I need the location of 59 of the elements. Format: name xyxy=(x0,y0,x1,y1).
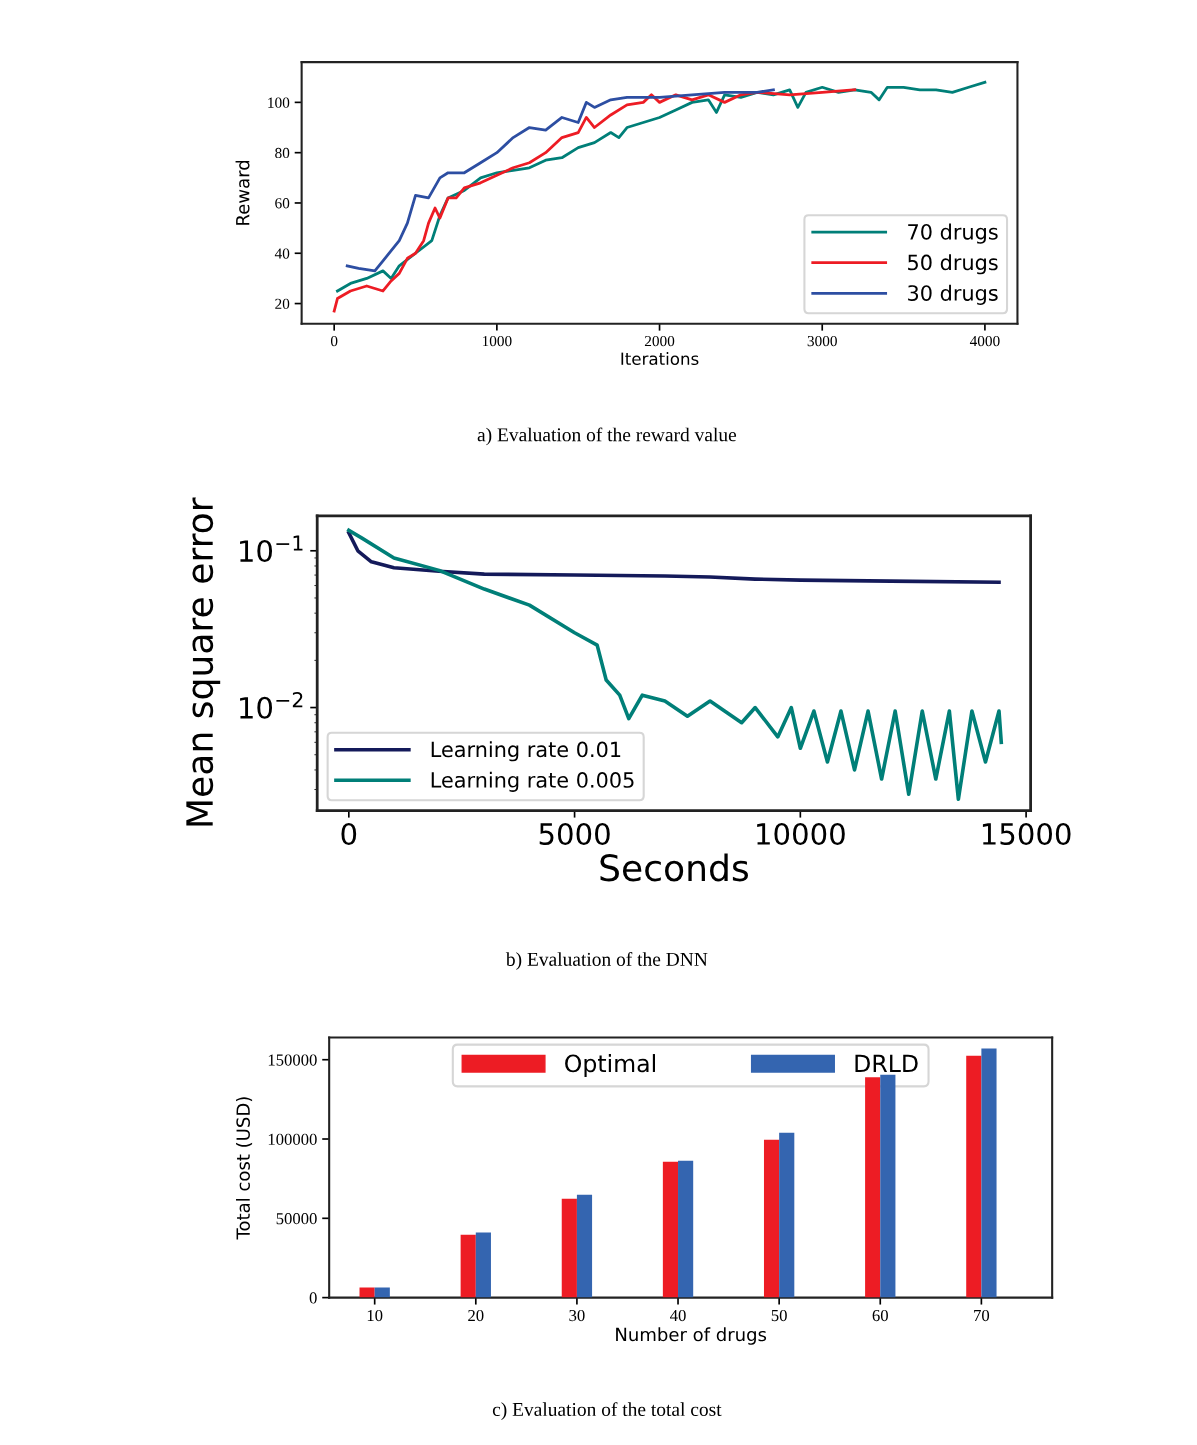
y-tick-label: 40 xyxy=(274,248,290,259)
bar xyxy=(880,1074,896,1298)
x-tick-label: 10 xyxy=(367,1309,383,1322)
y-tick-label: 20 xyxy=(275,298,290,310)
text: a) Evaluation of the reward value xyxy=(477,427,737,446)
legend-label: Learning rate 0.01 xyxy=(431,741,621,762)
x-axis-title: Seconds xyxy=(600,853,748,882)
bar xyxy=(460,1234,476,1298)
y-tick-label: 150000 xyxy=(268,1054,317,1066)
x-tick-label: 30 xyxy=(569,1309,585,1322)
y-tick-label: 100 xyxy=(268,97,290,108)
legend-label: DRLD xyxy=(855,1054,918,1072)
legend-label: Learning rate 0.005 xyxy=(431,771,634,792)
x-tick-label: 4000 xyxy=(969,335,1000,347)
line-series xyxy=(347,528,1004,802)
x-tick-label: 3000 xyxy=(807,335,837,347)
y-tick-label: 10$^{−1}$ xyxy=(240,535,303,563)
bar xyxy=(763,1139,780,1298)
x-axis-title: Iterations xyxy=(621,352,699,366)
x-tick-label: 0 xyxy=(330,335,338,347)
legend-label: Optimal xyxy=(565,1054,655,1077)
bar xyxy=(475,1232,491,1298)
x-tick-label: 20 xyxy=(468,1309,484,1322)
line-series xyxy=(332,88,857,313)
x-axis-title: Number of drugs xyxy=(616,1327,767,1345)
y-axis-title: Mean square error xyxy=(186,497,221,826)
bar xyxy=(779,1132,795,1298)
bar xyxy=(865,1077,881,1298)
y-tick-label: 60 xyxy=(275,198,290,209)
bar xyxy=(576,1194,593,1298)
y-tick-label: 80 xyxy=(275,147,290,159)
text: c) Evaluation of the total cost xyxy=(492,1402,722,1420)
x-tick-label: 5000 xyxy=(539,822,610,846)
legend-label: 30 drugs xyxy=(908,284,998,305)
y-tick-label: 50000 xyxy=(276,1213,317,1225)
line-series xyxy=(347,531,1001,585)
x-tick-label: 40 xyxy=(670,1309,686,1322)
x-tick-label: 1000 xyxy=(482,335,512,347)
bar xyxy=(678,1160,694,1298)
bar xyxy=(966,1055,982,1298)
x-tick-label: 15000 xyxy=(982,822,1071,846)
bar xyxy=(981,1048,997,1298)
x-tick-label: 2000 xyxy=(644,335,675,347)
x-tick-label: 10000 xyxy=(757,822,845,846)
bar xyxy=(662,1161,679,1298)
legend-label: 50 drugs xyxy=(908,254,998,275)
x-tick-label: 60 xyxy=(872,1309,888,1322)
bar xyxy=(561,1198,577,1298)
y-tick-label: 100000 xyxy=(268,1133,317,1145)
y-tick-label: 10$^{−2}$ xyxy=(240,692,303,719)
legend-label: 70 drugs xyxy=(908,223,998,244)
x-tick-label: 0 xyxy=(341,822,357,846)
text: b) Evaluation of the DNN xyxy=(505,952,708,970)
y-axis-title: Reward xyxy=(235,160,250,225)
y-axis-title: Total cost (USD) xyxy=(236,1097,253,1240)
line-series xyxy=(345,88,775,273)
x-tick-label: 70 xyxy=(974,1309,990,1322)
x-tick-label: 50 xyxy=(771,1309,787,1322)
y-tick-label: 0 xyxy=(309,1292,317,1304)
